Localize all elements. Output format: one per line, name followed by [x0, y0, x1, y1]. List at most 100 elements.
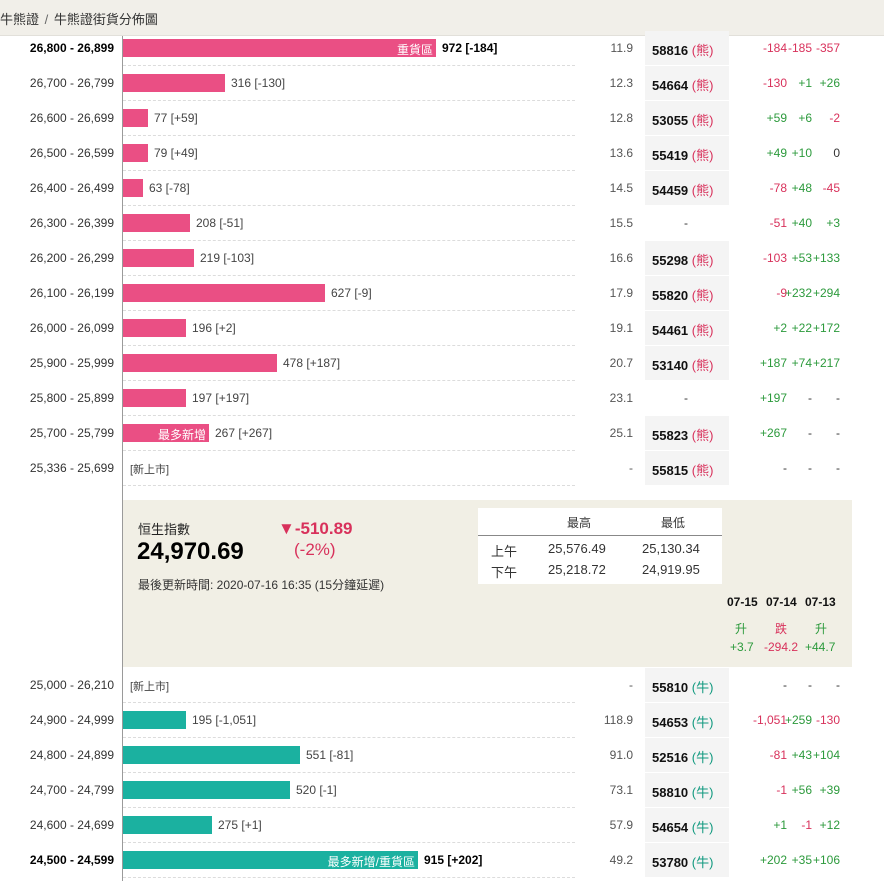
- warrant-code-cell[interactable]: 54653 (牛): [645, 703, 729, 737]
- zone-tag: 最多新增/重貨區: [327, 855, 415, 869]
- daily-change: -184: [762, 41, 787, 55]
- table-row[interactable]: 25,000 - 26,210 [新上市] - 55810 (牛) - - -: [0, 668, 884, 703]
- warrant-code-cell[interactable]: 58810 (牛): [645, 773, 729, 807]
- warrant-code[interactable]: 54653 (牛): [652, 712, 713, 731]
- warrant-code[interactable]: 58810 (牛): [652, 782, 713, 801]
- warrant-code[interactable]: 55419 (熊): [652, 145, 713, 164]
- distance-value: -: [629, 678, 633, 692]
- distance-value: 73.1: [609, 783, 633, 797]
- warrant-code-cell[interactable]: 52516 (牛): [645, 738, 729, 772]
- table-row[interactable]: 25,800 - 25,899 197 [+197] 23.1 - +197 - -: [0, 381, 884, 416]
- warrant-code[interactable]: 55810 (牛): [652, 677, 713, 696]
- warrant-code-cell[interactable]: 54664 (熊): [645, 66, 729, 100]
- table-row[interactable]: 26,000 - 26,099 196 [+2] 19.1 54461 (熊) +2 +2…: [0, 311, 884, 346]
- warrant-code[interactable]: 54654 (牛): [652, 817, 713, 836]
- warrant-code-cell[interactable]: 55815 (熊): [645, 451, 729, 485]
- warrant-code-cell[interactable]: 55823 (熊): [645, 416, 729, 450]
- table-row[interactable]: 24,500 - 24,599 最多新增/重貨區 915 [+202] 49.2 537…: [0, 843, 884, 878]
- daily-change: +2: [773, 321, 787, 335]
- low-header: 最低: [661, 516, 686, 530]
- breadcrumb-current: 牛熊證街貨分佈圖: [53, 12, 158, 27]
- warrant-code-cell[interactable]: 54654 (牛): [645, 808, 729, 842]
- table-row[interactable]: 26,100 - 26,199 627 [-9] 17.9 55820 (熊) -9 +2…: [0, 276, 884, 311]
- daily-change: -2: [829, 111, 840, 125]
- warrant-code-cell[interactable]: 55298 (熊): [645, 241, 729, 275]
- warrant-code[interactable]: 52516 (牛): [652, 747, 713, 766]
- daily-change: -1,051: [752, 713, 787, 727]
- warrant-code-cell: -: [645, 381, 729, 415]
- warrant-code[interactable]: 54459 (熊): [652, 180, 713, 199]
- daily-change: -: [836, 426, 840, 440]
- quantity-label: 63 [-78]: [149, 181, 190, 195]
- warrant-type: (牛): [691, 680, 714, 695]
- warrant-code-cell[interactable]: 53140 (熊): [645, 346, 729, 380]
- warrant-code[interactable]: 54461 (熊): [652, 320, 713, 339]
- distance-value: 13.6: [609, 146, 633, 160]
- warrant-code[interactable]: 55823 (熊): [652, 425, 713, 444]
- daily-change: +187: [759, 356, 787, 370]
- daily-change: -357: [815, 41, 840, 55]
- quantity-label: 551 [-81]: [306, 748, 354, 762]
- table-row[interactable]: 24,900 - 24,999 195 [-1,051] 118.9 54653 (牛…: [0, 703, 884, 738]
- warrant-code-cell[interactable]: 58816 (熊): [645, 31, 729, 65]
- table-row[interactable]: 25,700 - 25,799 最多新增 267 [+267] 25.1 55823 (…: [0, 416, 884, 451]
- daily-change: +22: [791, 321, 812, 335]
- table-row[interactable]: 26,200 - 26,299 219 [-103] 16.6 55298 (熊) -1…: [0, 241, 884, 276]
- table-row[interactable]: 24,600 - 24,699 275 [+1] 57.9 54654 (牛) +1 -1…: [0, 808, 884, 843]
- daily-change: +59: [766, 111, 787, 125]
- index-panel: 恒生指數 24,970.69 ▼-510.89 (-2%) 最後更新時間: 20…: [123, 500, 852, 667]
- warrant-code-cell[interactable]: 53780 (牛): [645, 843, 729, 877]
- warrant-code-number: 55815: [652, 463, 689, 478]
- warrant-code[interactable]: 53780 (牛): [652, 852, 713, 871]
- warrant-code[interactable]: 55815 (熊): [652, 460, 713, 479]
- warrant-code[interactable]: 55298 (熊): [652, 250, 713, 269]
- warrant-code[interactable]: 53140 (熊): [652, 355, 713, 374]
- daily-change: -: [783, 461, 787, 475]
- strike-range: 24,600 - 24,699: [29, 818, 114, 832]
- row-divider: [123, 807, 575, 808]
- table-row[interactable]: 25,900 - 25,999 478 [+187] 20.7 53140 (熊) +1…: [0, 346, 884, 381]
- table-row[interactable]: 26,500 - 26,599 79 [+49] 13.6 55419 (熊) +49 +…: [0, 136, 884, 171]
- warrant-code-cell[interactable]: 55419 (熊): [645, 136, 729, 170]
- table-row[interactable]: 25,336 - 25,699 [新上市] - 55815 (熊) - - -: [0, 451, 884, 486]
- table-row[interactable]: 24,800 - 24,899 551 [-81] 91.0 52516 (牛) -81…: [0, 738, 884, 773]
- quantity-bar: [123, 284, 325, 302]
- pm-low: 24,919.95: [642, 562, 700, 577]
- daily-change: +40: [791, 216, 812, 230]
- table-row[interactable]: 26,800 - 26,899 重貨區 972 [-184] 11.9 58816 (熊…: [0, 31, 884, 66]
- breadcrumb-bar: 牛熊證 / 牛熊證街貨分佈圖: [0, 0, 884, 36]
- daily-change: +172: [812, 321, 840, 335]
- index-change-percent: (-2%): [294, 540, 336, 559]
- daily-change: +104: [812, 748, 840, 762]
- daily-change: -: [808, 426, 812, 440]
- strike-range: 26,000 - 26,099: [29, 321, 114, 335]
- distance-value: 91.0: [609, 748, 633, 762]
- warrant-code[interactable]: 55820 (熊): [652, 285, 713, 304]
- quantity-bar: [123, 109, 148, 127]
- table-row[interactable]: 26,600 - 26,699 77 [+59] 12.8 53055 (熊) +59 +…: [0, 101, 884, 136]
- breadcrumb-parent[interactable]: 牛熊證: [0, 12, 40, 27]
- zone-tag: 重貨區: [396, 43, 433, 57]
- warrant-code-cell[interactable]: 54461 (熊): [645, 311, 729, 345]
- table-row[interactable]: 24,700 - 24,799 520 [-1] 73.1 58810 (牛) -1 +5…: [0, 773, 884, 808]
- warrant-code-cell[interactable]: 55810 (牛): [645, 668, 729, 702]
- row-divider: [123, 842, 575, 843]
- warrant-code-cell[interactable]: 53055 (熊): [645, 101, 729, 135]
- quantity-label: 197 [+197]: [192, 391, 250, 405]
- quantity-bar: [123, 74, 225, 92]
- table-row[interactable]: 26,700 - 26,799 316 [-130] 12.3 54664 (熊) -1…: [0, 66, 884, 101]
- distance-value: 11.9: [610, 41, 633, 55]
- am-low: 25,130.34: [642, 541, 700, 556]
- row-divider: [123, 485, 575, 486]
- warrant-code-cell[interactable]: 54459 (熊): [645, 171, 729, 205]
- warrant-code[interactable]: 53055 (熊): [652, 110, 713, 129]
- table-row[interactable]: 26,400 - 26,499 63 [-78] 14.5 54459 (熊) -78 +…: [0, 171, 884, 206]
- quantity-label: 219 [-103]: [200, 251, 255, 265]
- warrant-code[interactable]: 54664 (熊): [652, 75, 713, 94]
- day-change: -294.2: [764, 640, 799, 654]
- distance-value: 16.6: [609, 251, 633, 265]
- warrant-code-cell[interactable]: 55820 (熊): [645, 276, 729, 310]
- daily-change: -78: [769, 181, 787, 195]
- table-row[interactable]: 26,300 - 26,399 208 [-51] 15.5 - -51 +40 +3: [0, 206, 884, 241]
- warrant-code[interactable]: 58816 (熊): [652, 40, 713, 59]
